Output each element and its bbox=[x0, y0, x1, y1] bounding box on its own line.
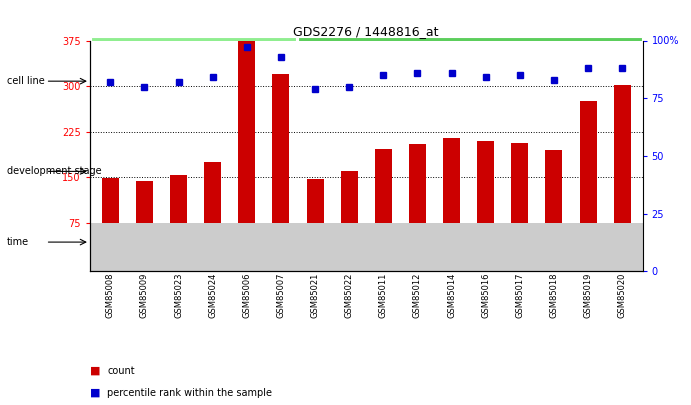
Bar bbox=[204, 162, 221, 223]
Text: 10 days: 10 days bbox=[243, 237, 282, 247]
Bar bbox=[307, 179, 323, 223]
Bar bbox=[443, 138, 460, 223]
Bar bbox=[580, 101, 596, 223]
Bar bbox=[238, 40, 256, 223]
Text: ■: ■ bbox=[90, 388, 100, 398]
Bar bbox=[298, 216, 468, 269]
Text: ■: ■ bbox=[90, 366, 100, 375]
Text: undifferentiated
embryonic
stem cells: undifferentiated embryonic stem cells bbox=[91, 157, 158, 185]
Bar bbox=[229, 216, 296, 269]
Text: parental Ainv15 cell line: parental Ainv15 cell line bbox=[134, 76, 253, 86]
Text: embryoid bodies: embryoid bodies bbox=[193, 167, 263, 176]
Bar bbox=[545, 150, 562, 223]
Text: time: time bbox=[7, 237, 29, 247]
Bar bbox=[614, 85, 631, 223]
Text: 10 days: 10 days bbox=[537, 237, 576, 247]
Text: 0 days: 0 days bbox=[108, 237, 140, 247]
Text: count: count bbox=[107, 366, 135, 375]
Bar bbox=[102, 178, 119, 223]
Bar bbox=[90, 223, 643, 344]
Bar bbox=[409, 144, 426, 223]
Bar bbox=[511, 143, 529, 223]
Text: differentiated
embryonic
stem cells: differentiated embryonic stem cells bbox=[285, 157, 343, 185]
Text: inducible Ngn3 cell line: inducible Ngn3 cell line bbox=[413, 76, 527, 86]
Text: cell line: cell line bbox=[7, 76, 45, 86]
Bar bbox=[333, 134, 641, 209]
Bar bbox=[160, 216, 227, 269]
Bar bbox=[136, 181, 153, 223]
Bar bbox=[160, 134, 296, 209]
Bar bbox=[298, 37, 641, 125]
Bar bbox=[170, 175, 187, 223]
Text: development stage: development stage bbox=[7, 166, 102, 177]
Bar bbox=[91, 134, 158, 209]
Bar bbox=[272, 74, 290, 223]
Bar bbox=[471, 216, 641, 269]
Text: percentile rank within the sample: percentile rank within the sample bbox=[107, 388, 272, 398]
Bar bbox=[341, 171, 358, 223]
Text: embryoid bodies: embryoid bodies bbox=[452, 167, 522, 176]
Bar bbox=[91, 216, 158, 269]
Bar bbox=[91, 37, 296, 125]
Bar bbox=[477, 141, 494, 223]
Bar bbox=[298, 134, 330, 209]
Text: 3 days: 3 days bbox=[368, 237, 399, 247]
Title: GDS2276 / 1448816_at: GDS2276 / 1448816_at bbox=[294, 25, 439, 38]
Text: 3 days: 3 days bbox=[178, 237, 209, 247]
Bar bbox=[375, 149, 392, 223]
